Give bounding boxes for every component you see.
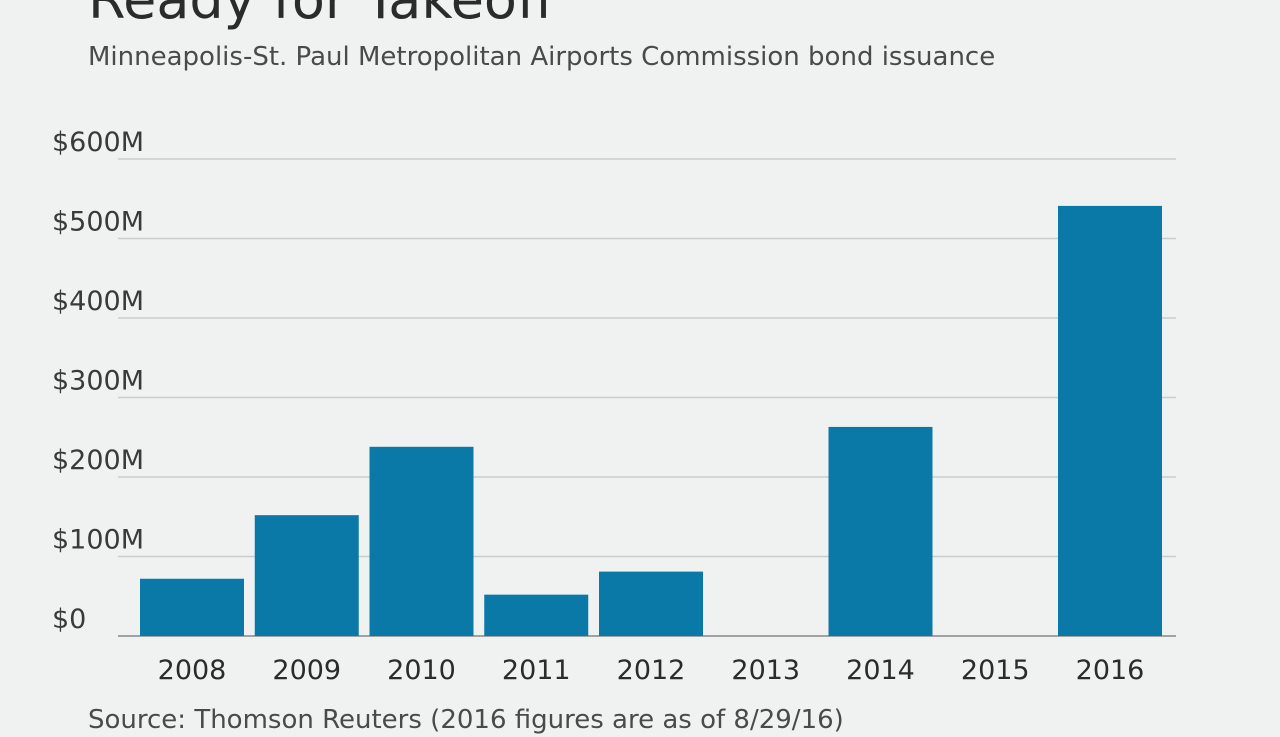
x-tick-label: 2008 — [158, 655, 227, 686]
x-tick-label: 2014 — [846, 655, 915, 686]
bar-2016 — [1058, 205, 1162, 636]
x-tick-label: 2013 — [731, 655, 800, 686]
x-tick-label: 2012 — [617, 655, 686, 686]
y-tick-label: $100M — [52, 525, 144, 556]
y-tick-label: $500M — [52, 207, 144, 238]
bar-2011 — [484, 594, 589, 636]
y-tick-label: $600M — [52, 127, 144, 158]
x-tick-label: 2009 — [272, 655, 341, 686]
x-tick-label: 2011 — [502, 655, 571, 686]
bar-2009 — [254, 515, 359, 636]
chart-source: Source: Thomson Reuters (2016 figures ar… — [88, 705, 844, 735]
x-tick-label: 2016 — [1076, 655, 1145, 686]
y-axis-ticks: $0 $100M $200M $300M $400M $500M $600M — [52, 127, 144, 635]
y-tick-label: $400M — [52, 286, 144, 317]
y-tick-label: $0 — [52, 604, 86, 635]
bar-chart: $0$100M$200M$300M$400M$500M$600M 2008 200… — [52, 127, 1176, 686]
bar-2010 — [369, 446, 474, 636]
chart-title: Ready for Takeoff — [88, 0, 554, 30]
x-tick-label: 2010 — [387, 655, 456, 686]
bar-2014 — [828, 426, 933, 636]
bar-2012 — [599, 571, 703, 636]
chart-subtitle: Minneapolis-St. Paul Metropolitan Airpor… — [88, 42, 996, 72]
x-axis-ticks: 2008 2009 2010 2011 2012 2013 2014 2015 2016 — [158, 655, 1145, 686]
x-tick-label: 2015 — [961, 655, 1030, 686]
y-tick-label: $200M — [52, 445, 144, 476]
bar-2008 — [140, 578, 244, 636]
y-tick-label: $300M — [52, 366, 144, 397]
bars — [140, 205, 1162, 636]
